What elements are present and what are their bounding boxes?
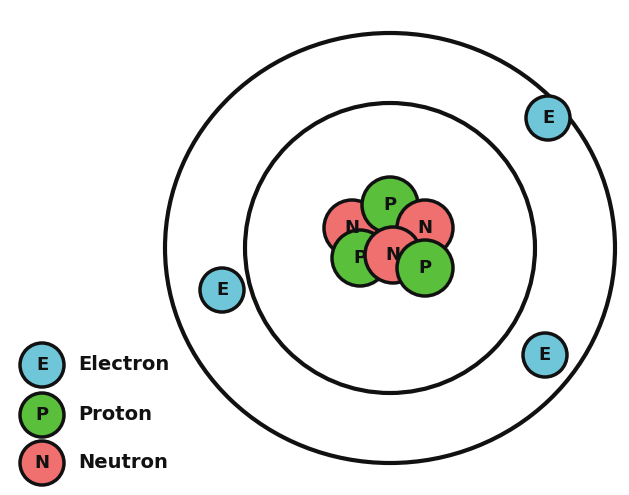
Text: N: N — [386, 246, 401, 264]
Text: P: P — [353, 249, 367, 267]
Text: Neutron: Neutron — [78, 453, 168, 473]
Circle shape — [200, 268, 244, 312]
Circle shape — [397, 200, 453, 256]
Text: P: P — [418, 259, 431, 277]
Text: N: N — [35, 454, 50, 472]
Text: E: E — [216, 281, 228, 299]
Text: P: P — [35, 406, 48, 424]
Circle shape — [397, 240, 453, 296]
Circle shape — [362, 177, 418, 233]
Circle shape — [523, 333, 567, 377]
Text: N: N — [418, 219, 433, 237]
Circle shape — [20, 343, 64, 387]
Text: E: E — [36, 356, 48, 374]
Circle shape — [332, 230, 388, 286]
Circle shape — [20, 441, 64, 485]
Text: P: P — [384, 196, 396, 214]
Text: N: N — [345, 219, 360, 237]
Circle shape — [365, 227, 421, 283]
Text: Electron: Electron — [78, 355, 169, 375]
Circle shape — [324, 200, 380, 256]
Circle shape — [20, 393, 64, 437]
Text: E: E — [542, 109, 554, 127]
Text: E: E — [539, 346, 551, 364]
Text: Proton: Proton — [78, 405, 152, 425]
Circle shape — [526, 96, 570, 140]
